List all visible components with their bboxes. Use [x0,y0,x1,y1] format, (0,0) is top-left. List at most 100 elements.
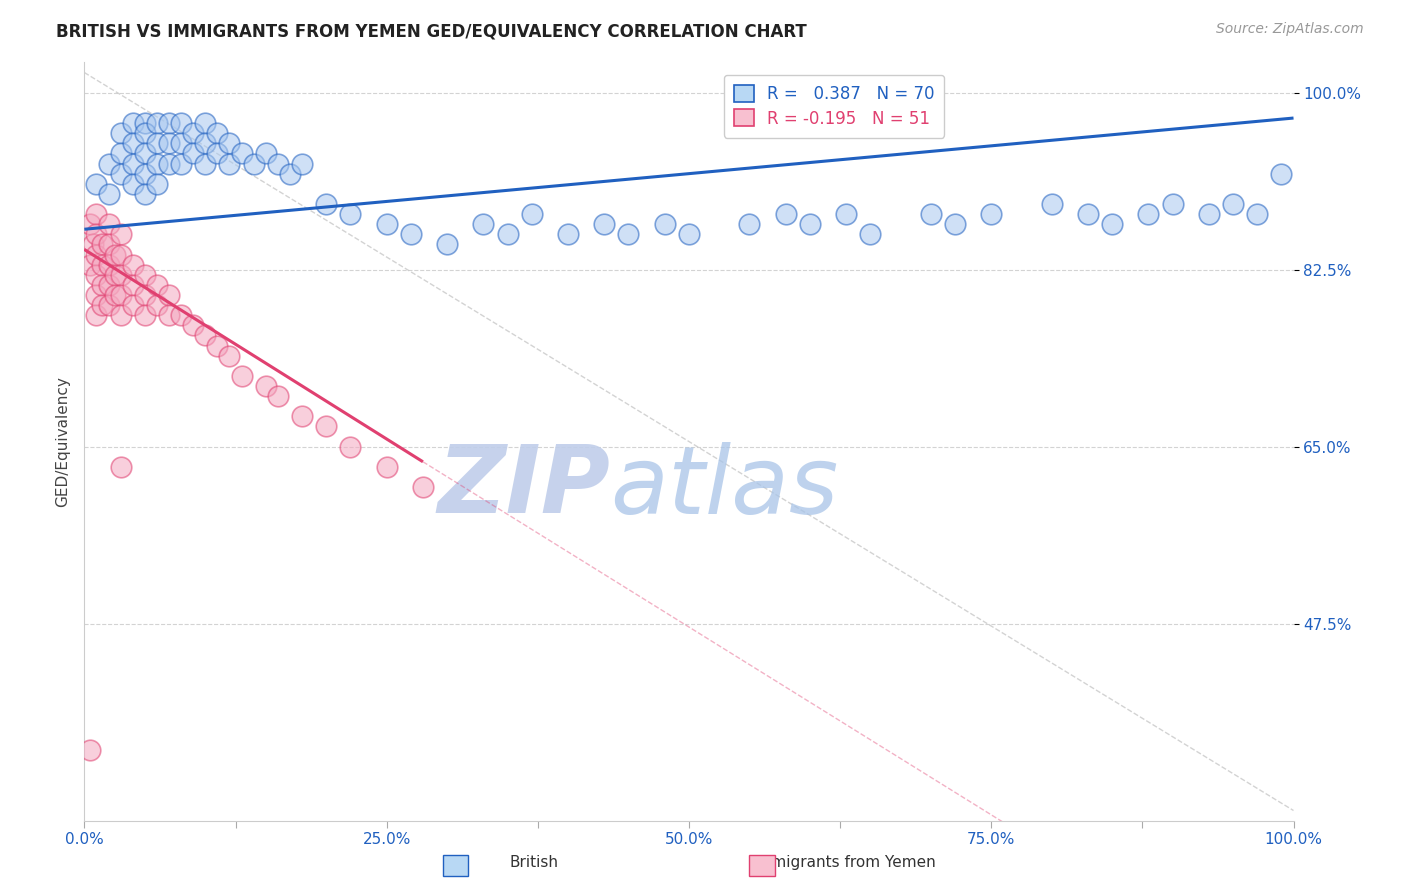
Point [242,156,264,170]
Point [181,146,204,161]
Point [617,227,640,242]
Point [267,389,290,403]
Point [91,277,114,292]
Point [1101,217,1123,231]
Point [181,318,204,333]
Point [436,237,458,252]
Point [399,227,422,242]
Point [110,247,132,261]
Point [1077,207,1099,221]
Point [291,409,314,424]
Point [86,268,108,282]
Point [170,308,193,322]
Point [146,277,169,292]
Point [170,156,193,170]
Point [943,217,966,231]
Point [79,258,101,272]
Text: Immigrants from Yemen: Immigrants from Yemen [752,855,935,870]
Point [110,167,132,181]
Point [375,217,398,231]
Point [859,227,882,242]
Y-axis label: GED/Equivalency: GED/Equivalency [55,376,70,507]
Point [134,116,156,130]
Point [218,349,240,363]
Point [110,126,132,140]
Point [110,288,132,302]
Point [181,126,204,140]
Point [146,156,169,170]
Text: British: British [510,855,558,870]
Point [91,258,114,272]
Point [121,298,143,312]
Point [134,126,156,140]
Point [496,227,519,242]
Point [110,268,132,282]
Point [194,156,217,170]
Text: Source: ZipAtlas.com: Source: ZipAtlas.com [1216,22,1364,37]
Point [207,126,229,140]
Point [86,288,108,302]
Text: BRITISH VS IMMIGRANTS FROM YEMEN GED/EQUIVALENCY CORRELATION CHART: BRITISH VS IMMIGRANTS FROM YEMEN GED/EQU… [56,22,807,40]
Point [291,156,314,170]
Point [678,227,700,242]
Point [110,146,132,161]
Point [97,237,120,252]
Point [110,459,132,474]
Point [207,146,229,161]
Point [134,268,156,282]
Point [97,258,120,272]
Point [121,177,143,191]
Point [170,116,193,130]
Point [134,146,156,161]
Point [157,288,180,302]
Point [157,308,180,322]
Point [134,167,156,181]
Point [194,328,217,343]
Point [86,177,108,191]
Point [593,217,616,231]
Point [1040,197,1063,211]
Point [194,136,217,151]
Point [157,116,180,130]
Point [1270,167,1292,181]
Point [472,217,495,231]
Point [146,136,169,151]
Point [79,217,101,231]
Point [157,136,180,151]
Point [267,156,290,170]
Point [339,207,361,221]
Point [218,136,240,151]
Point [980,207,1002,221]
Point [799,217,821,231]
Point [121,156,143,170]
Point [121,116,143,130]
Point [654,217,676,231]
Point [104,247,127,261]
Point [79,743,101,757]
Point [134,308,156,322]
Point [82,237,104,252]
Point [86,247,108,261]
Point [207,338,229,352]
Point [775,207,797,221]
Point [315,197,337,211]
Point [157,156,180,170]
Point [97,156,120,170]
Point [315,419,337,434]
Point [97,217,120,231]
Point [86,227,108,242]
Point [146,298,169,312]
Point [557,227,579,242]
Point [254,379,277,393]
Point [412,480,434,494]
Point [86,207,108,221]
Text: atlas: atlas [610,442,838,533]
Point [738,217,761,231]
Point [194,116,217,130]
Point [920,207,942,221]
Point [170,136,193,151]
Point [121,258,143,272]
Point [231,368,253,383]
Point [218,156,240,170]
Point [146,177,169,191]
